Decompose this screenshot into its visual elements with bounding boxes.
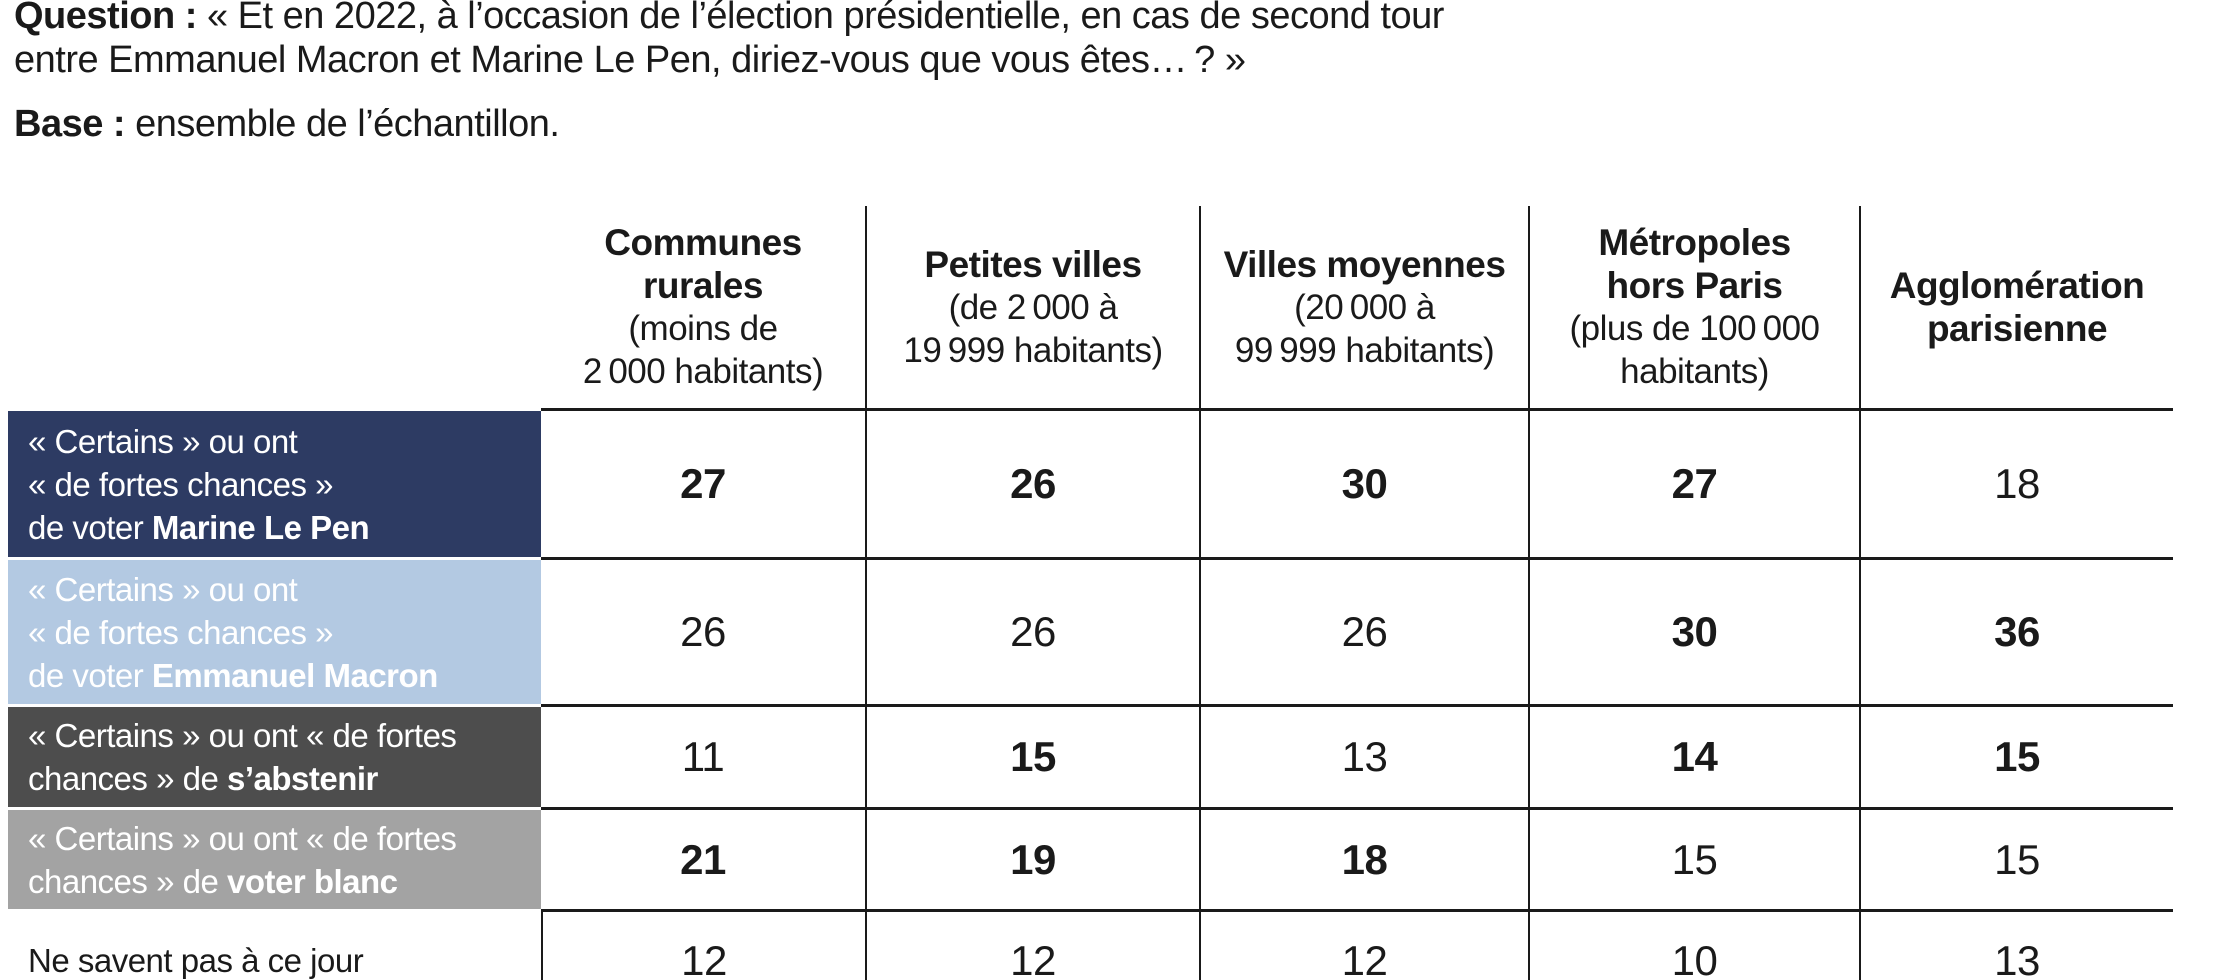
table-cell: 14 [1528,704,1859,807]
row-label-ne-savent-pas: Ne savent pas à ce jour [8,909,541,980]
table-cell: 13 [1199,704,1528,807]
table-cell: 18 [1199,807,1528,909]
table-cell: 12 [865,909,1199,980]
table-cell: 13 [1859,909,2173,980]
column-subtitle: (plus de 100 000 habitants) [1569,309,1820,391]
table-cell: 12 [1199,909,1528,980]
base-text: Base : ensemble de l’échantillon. [14,102,560,146]
table-cell: 19 [865,807,1199,909]
table-cell: 15 [1859,704,2173,807]
table-cell: 15 [865,704,1199,807]
question-body: « Et en 2022, à l’occasion de l’élection… [14,0,1444,81]
table-cell: 15 [1528,807,1859,909]
table-cell: 27 [1528,408,1859,557]
column-title: Communes rurales [604,222,802,306]
column-header-metropoles-hors-paris: Métropoles hors Paris (plus de 100 000 ha… [1528,206,1859,408]
row-label-le-pen: « Certains » ou ont « de fortes chances … [8,408,541,557]
base-body: ensemble de l’échantillon. [135,103,560,145]
column-title: Agglomération parisienne [1889,265,2145,349]
table-cell: 11 [541,704,865,807]
table-cell: 15 [1859,807,2173,909]
row-label-text: « Certains » ou ont « de fortes chances … [28,422,370,546]
table-cell: 26 [865,557,1199,704]
header-spacer [8,206,541,408]
row-label-macron: « Certains » ou ont « de fortes chances … [8,557,541,704]
column-title: Villes moyennes [1223,243,1506,285]
column-subtitle: (de 2 000 à 19 999 habitants) [903,287,1163,370]
column-header-communes-rurales: Communes rurales (moins de 2 000 habitant… [541,206,865,408]
table-cell: 30 [1528,557,1859,704]
table-cell: 36 [1859,557,2173,704]
table-cell: 21 [541,807,865,909]
column-header-petites-villes: Petites villes (de 2 000 à 19 999 habitan… [865,206,1199,408]
table-cell: 10 [1528,909,1859,980]
results-table: Communes rurales (moins de 2 000 habitant… [8,206,2173,980]
question-text: Question : « Et en 2022, à l’occasion de… [14,0,1444,82]
base-label: Base : [14,103,126,145]
row-label-text: « Certains » ou ont « de fortes chances … [28,717,457,797]
table-cell: 30 [1199,408,1528,557]
row-label-text: « Certains » ou ont « de fortes chances … [28,570,438,694]
table-cell: 26 [1199,557,1528,704]
question-label: Question : [14,0,197,37]
row-label-text: Ne savent pas à ce jour [28,942,364,979]
column-title: Métropoles hors Paris [1598,222,1791,306]
column-subtitle: (20 000 à 99 999 habitants) [1234,287,1495,370]
table-cell: 27 [541,408,865,557]
table-cell: 26 [865,408,1199,557]
table-cell: 26 [541,557,865,704]
column-header-villes-moyennes: Villes moyennes (20 000 à 99 999 habitant… [1199,206,1528,408]
row-label-text: « Certains » ou ont « de fortes chances … [28,819,457,900]
column-header-agglomeration-parisienne: Agglomération parisienne [1859,206,2173,408]
row-label-vote-blanc: « Certains » ou ont « de fortes chances … [8,807,541,909]
row-label-abstention: « Certains » ou ont « de fortes chances … [8,704,541,807]
column-title: Petites villes [924,243,1142,285]
table-cell: 18 [1859,408,2173,557]
table-cell: 12 [541,909,865,980]
column-subtitle: (moins de 2 000 habitants) [582,309,824,391]
